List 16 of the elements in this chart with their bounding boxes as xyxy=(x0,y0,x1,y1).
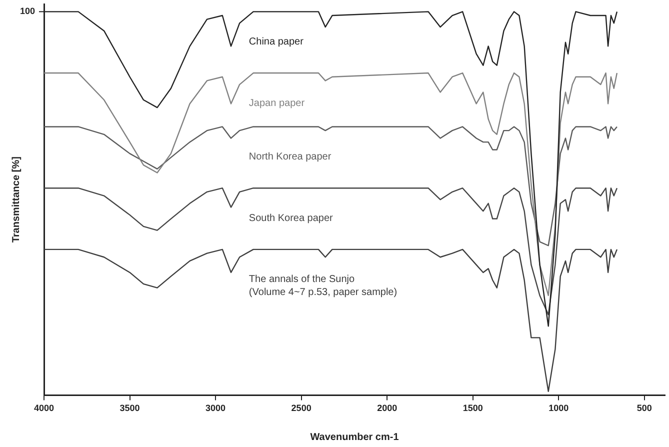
x-tick-label: 1500 xyxy=(462,403,483,414)
series-label: South Korea paper xyxy=(248,212,334,224)
text: North Korea paper xyxy=(248,151,332,162)
x-tick-label: 3500 xyxy=(120,403,140,414)
x-tick-label: 500 xyxy=(636,403,652,414)
x-tick-label: 2500 xyxy=(291,403,312,414)
series-label: The annals of the Sunjo (Volume 4~7 p.53, paper sample) xyxy=(248,274,398,298)
x-axis-title: Wavenumber cm-1 xyxy=(310,432,400,443)
text: 100 xyxy=(20,6,35,16)
x-tick-label: 1000 xyxy=(548,403,569,414)
series-label: China paper xyxy=(248,36,304,48)
x-tick-label: 4000 xyxy=(34,403,54,414)
x-tick-label: 3000 xyxy=(206,403,226,414)
x-tick-label: 2000 xyxy=(377,403,398,414)
y-axis-title: Transmittance [%] xyxy=(10,156,22,243)
series-label: Japan paper xyxy=(248,98,306,109)
